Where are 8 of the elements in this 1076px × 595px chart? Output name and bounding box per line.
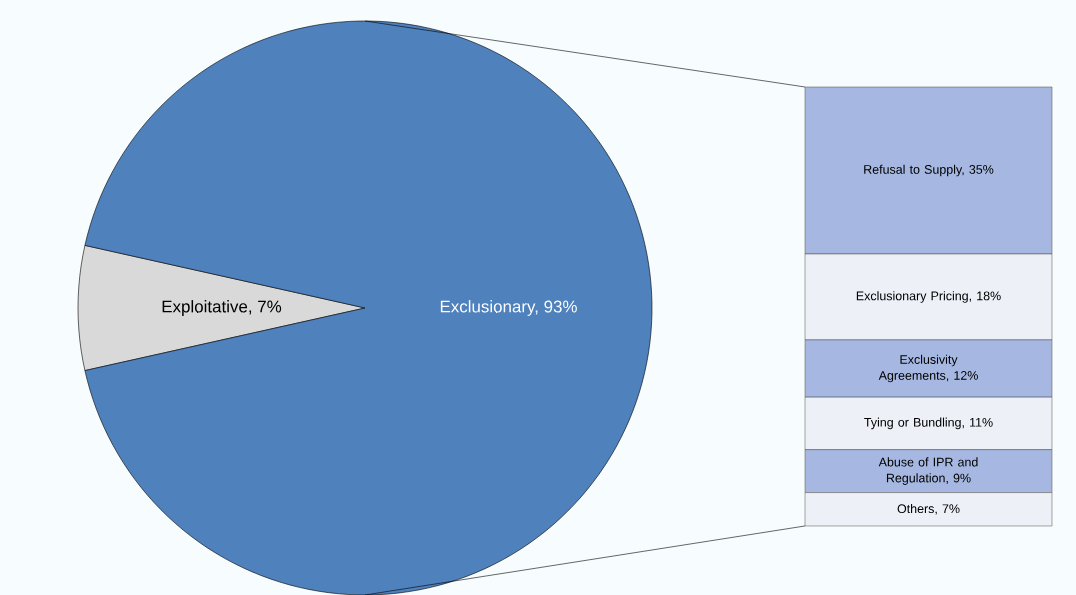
slice-label: Exclusionary, 93% — [440, 300, 577, 316]
data-label: Refusal to Supply, 35% — [864, 164, 994, 177]
slice-label: Exploitative, 7% — [162, 300, 282, 316]
data-label: Abuse of IPR and Regulation, 9% — [878, 457, 978, 485]
data-label: Exclusivity Agreements, 12% — [878, 354, 978, 383]
data-label: Tying or Bundling, 11% — [864, 417, 993, 430]
data-label: Exclusionary Pricing, 18% — [856, 291, 1001, 303]
data-label: Others, 7% — [897, 503, 960, 515]
